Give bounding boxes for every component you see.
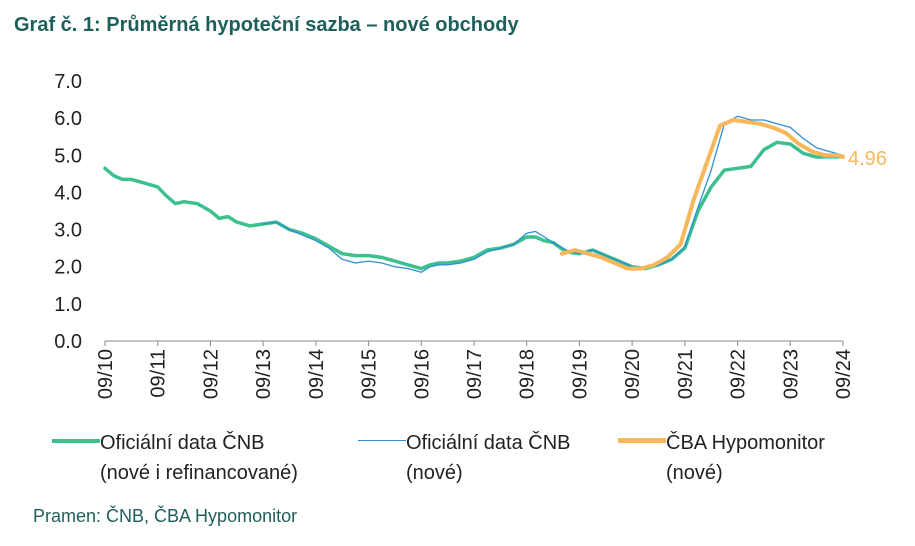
legend-label: Oficiální data ČNB (406, 432, 571, 454)
x-tick-label: 09/17 (464, 349, 486, 399)
legend-item-cnb-all: Oficiální data ČNB (nové i refinancované… (52, 428, 298, 488)
source-note: Pramen: ČNB, ČBA Hypomonitor (33, 506, 298, 526)
x-tick-label: 09/11 (148, 349, 170, 398)
y-axis: 0.0 1.0 2.0 3.0 4.0 5.0 6.0 7.0 (54, 71, 82, 353)
y-tick-label: 6.0 (54, 108, 82, 130)
x-tick-label: 09/18 (517, 349, 539, 399)
y-tick-label: 2.0 (54, 257, 82, 279)
end-value-label: 4.96 (848, 148, 887, 170)
x-tick-label: 09/19 (569, 349, 591, 399)
legend-label: Oficiální data ČNB (100, 432, 265, 454)
legend-swatch-cnb-all (52, 438, 100, 443)
x-tick-label: 09/13 (253, 349, 275, 399)
chart-title: Graf č. 1: Průměrná hypoteční sazba – no… (14, 14, 519, 36)
series-line-cba (559, 118, 845, 271)
x-tick-label: 09/16 (411, 349, 433, 399)
x-tick-label: 09/14 (306, 349, 328, 399)
x-tick-label: 09/10 (95, 349, 117, 399)
y-tick-label: 0.0 (54, 331, 82, 353)
legend-label: ČBA Hypomonitor (666, 432, 825, 454)
legend-label-sub: (nové) (666, 462, 723, 484)
x-tick-label: 09/12 (200, 349, 222, 399)
x-tick-label: 09/23 (780, 349, 802, 399)
series-line-cnb-all (103, 140, 845, 271)
legend-swatch-cnb-new (358, 439, 406, 442)
y-tick-label: 1.0 (54, 294, 82, 316)
x-tick-label: 09/22 (728, 349, 750, 399)
legend-item-cba: ČBA Hypomonitor (nové) (618, 428, 825, 488)
legend-label-sub: (nové) (406, 462, 463, 484)
legend-item-cnb-new: Oficiální data ČNB (nové) (358, 428, 571, 488)
y-tick-label: 7.0 (54, 71, 82, 93)
x-axis: 09/10 09/11 09/12 09/13 09/14 09/15 09/16 09/17… (95, 340, 855, 399)
legend-label-sub: (nové i refinancované) (100, 462, 298, 484)
series-line-cnb-new (262, 115, 844, 273)
x-tick-label: 09/24 (833, 349, 855, 399)
plot-area: 4.96 (103, 115, 887, 273)
y-tick-label: 4.0 (54, 182, 82, 204)
x-tick-label: 09/21 (675, 349, 697, 399)
y-tick-label: 3.0 (54, 220, 82, 242)
x-tick-label: 09/15 (359, 349, 381, 399)
y-tick-label: 5.0 (54, 145, 82, 167)
x-tick-label: 09/20 (622, 349, 644, 399)
legend-swatch-cba (618, 438, 666, 444)
